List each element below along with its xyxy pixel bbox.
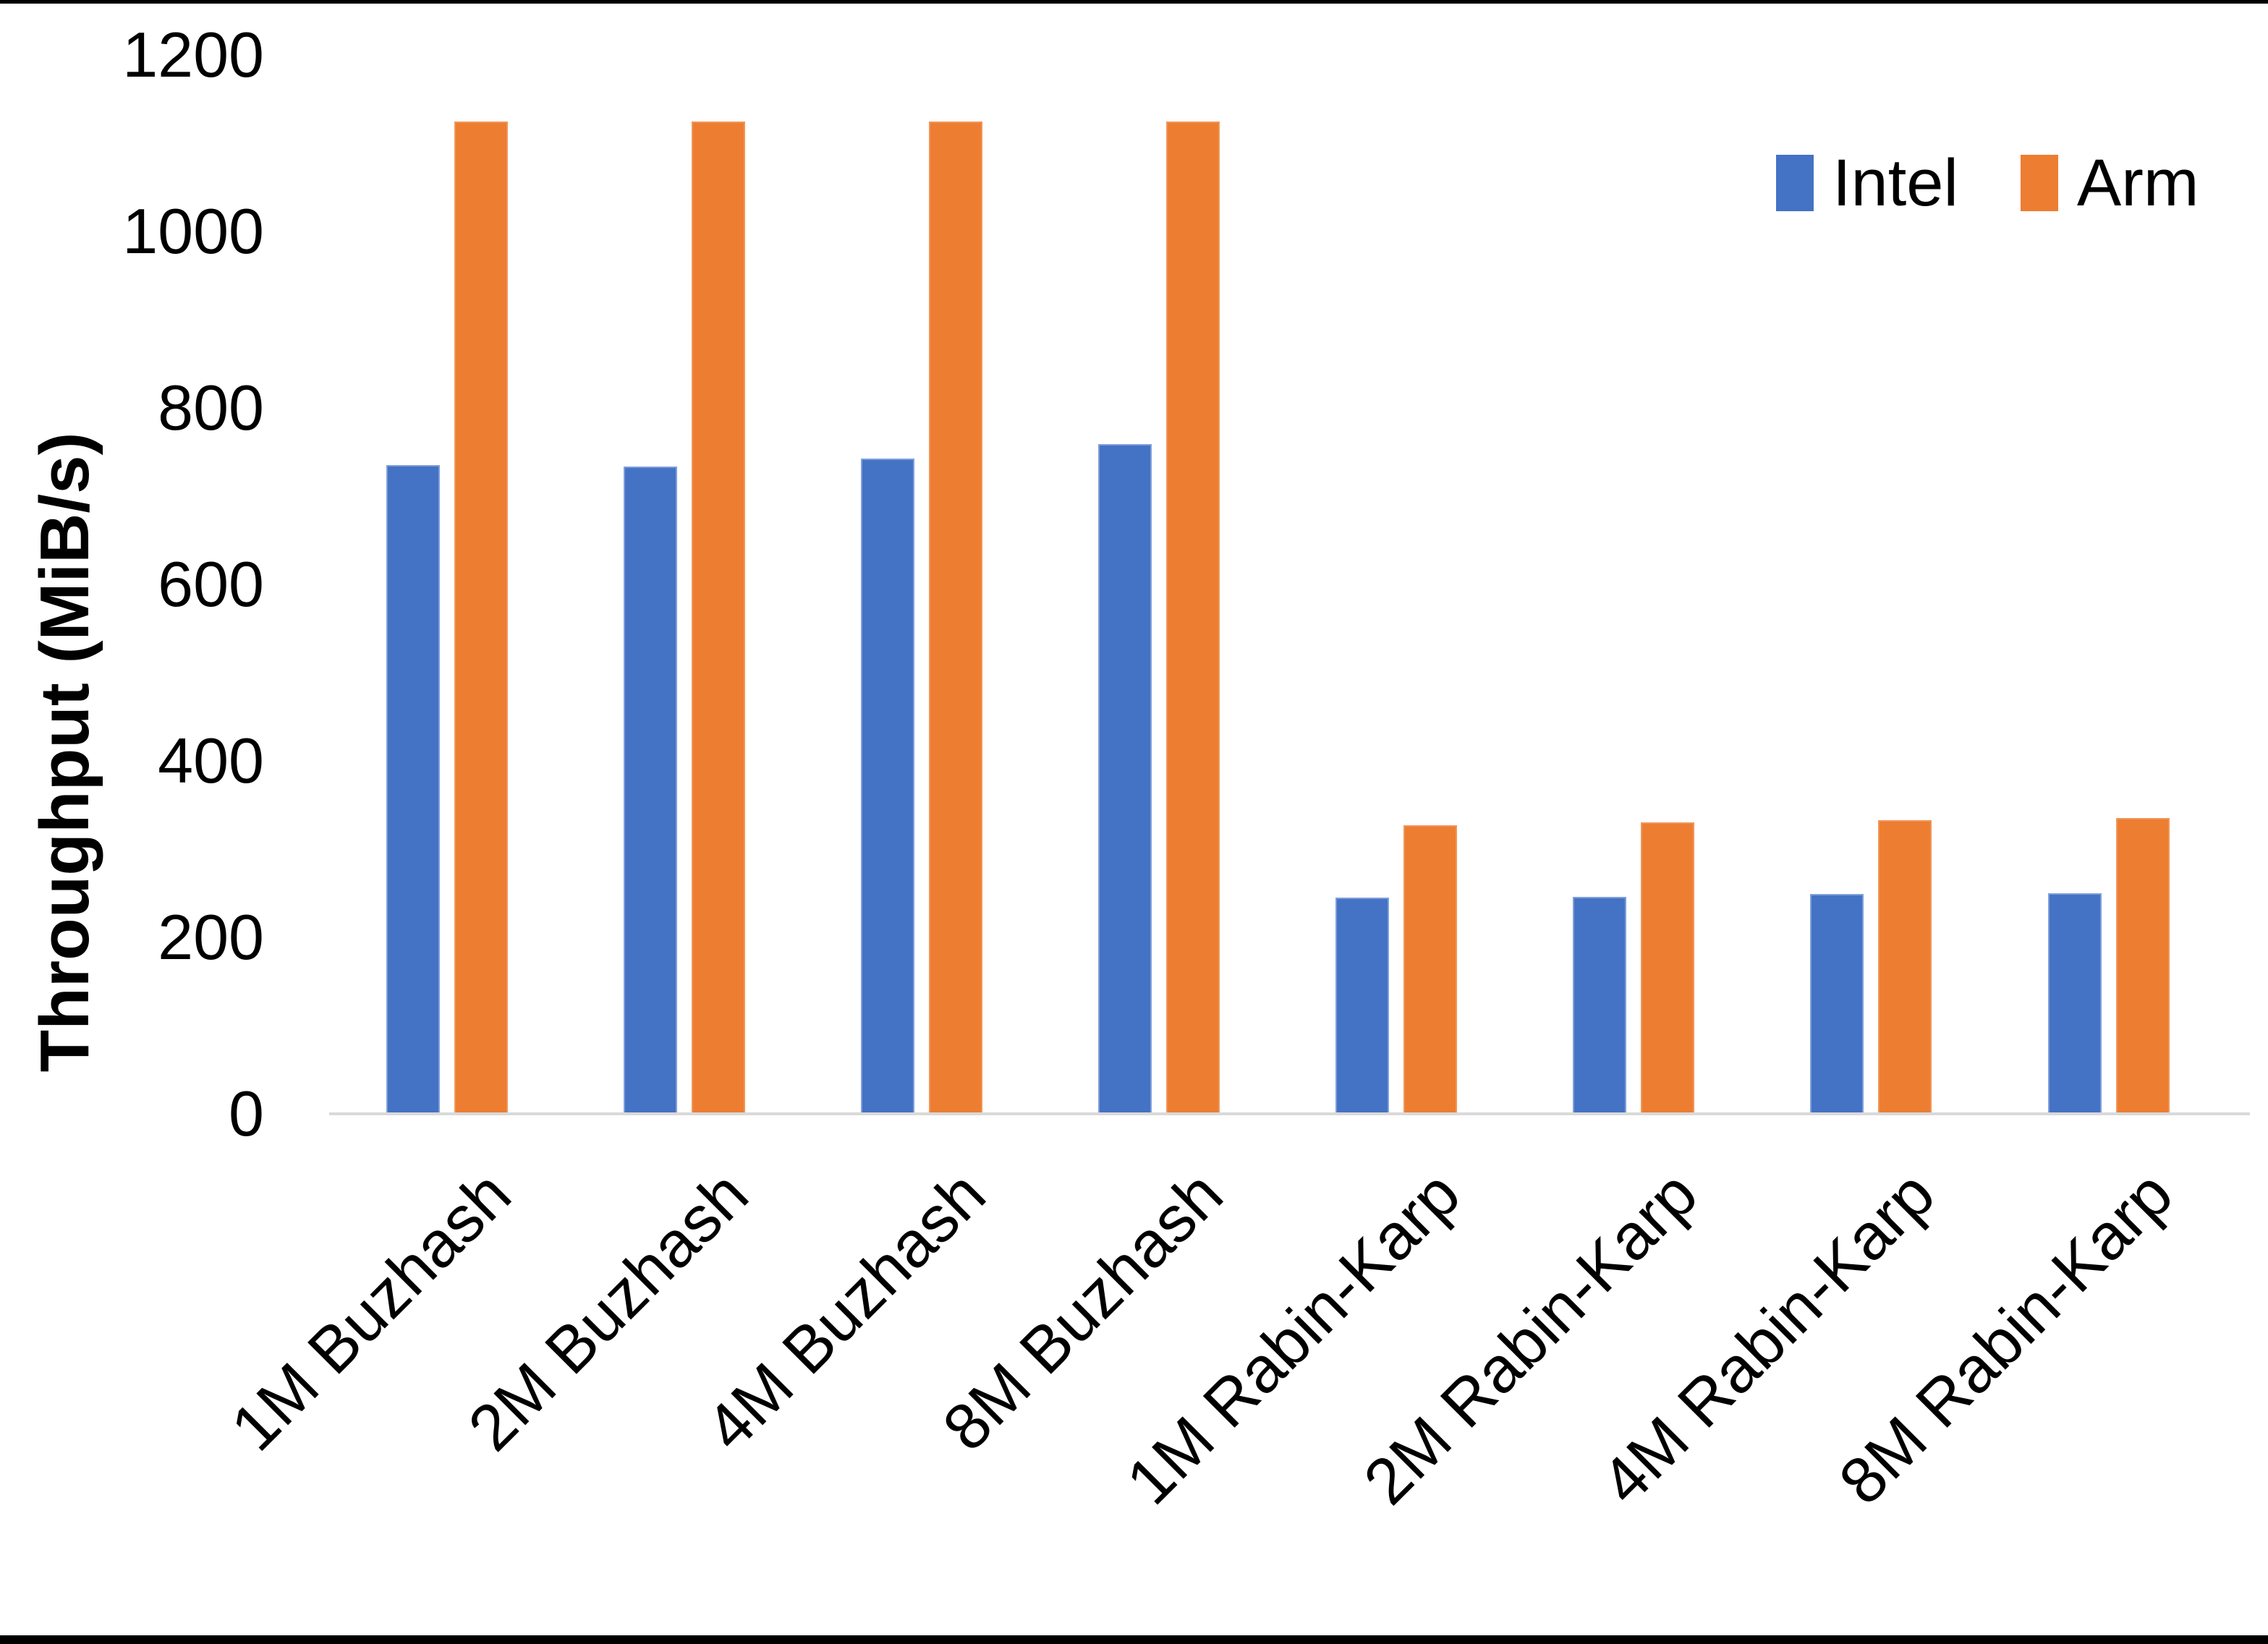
y-tick-label-0: 0 — [229, 1078, 264, 1149]
bar-intel-4m-rabin-karp — [1810, 894, 1864, 1114]
y-tick-label-800: 800 — [158, 372, 264, 443]
legend: Intel Arm — [1776, 143, 2199, 223]
y-tick-label-1000: 1000 — [122, 195, 264, 267]
legend-item-arm: Arm — [2020, 146, 2199, 220]
legend-item-intel: Intel — [1776, 150, 1958, 216]
legend-label-arm: Arm — [2076, 146, 2199, 220]
bar-arm-4m-buzhash — [928, 121, 982, 1114]
bar-arm-2m-rabin-karp — [1641, 822, 1695, 1114]
bar-intel-2m-buzhash — [623, 466, 677, 1114]
y-tick-label-200: 200 — [158, 901, 264, 973]
y-tick-label-600: 600 — [158, 548, 264, 620]
y-tick-label-400: 400 — [158, 725, 264, 796]
bar-arm-8m-rabin-karp — [2115, 818, 2170, 1114]
legend-label-intel: Intel — [1832, 146, 1958, 220]
legend-swatch-arm — [2020, 155, 2058, 211]
bar-arm-2m-buzhash — [691, 121, 745, 1114]
bar-intel-1m-buzhash — [386, 465, 440, 1114]
bar-arm-4m-rabin-karp — [1878, 819, 1932, 1114]
page-top-border — [0, 0, 2268, 4]
bar-arm-8m-buzhash — [1165, 121, 1220, 1114]
page-bottom-border — [0, 1635, 2268, 1644]
bar-intel-2m-rabin-karp — [1573, 896, 1627, 1114]
bar-intel-8m-rabin-karp — [2047, 893, 2102, 1114]
bar-intel-8m-buzhash — [1097, 444, 1152, 1114]
y-tick-label-1200: 1200 — [122, 19, 264, 90]
bar-arm-1m-buzhash — [454, 121, 508, 1114]
bar-arm-1m-rabin-karp — [1403, 825, 1458, 1114]
bar-intel-1m-rabin-karp — [1335, 898, 1390, 1114]
bar-intel-4m-buzhash — [860, 458, 914, 1114]
x-axis-line — [329, 1112, 2250, 1115]
legend-swatch-intel — [1776, 155, 1814, 211]
